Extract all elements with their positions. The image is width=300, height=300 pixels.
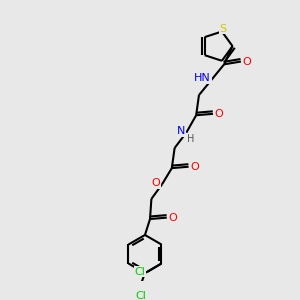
Text: O: O bbox=[152, 178, 160, 188]
Text: O: O bbox=[243, 56, 251, 67]
Text: Cl: Cl bbox=[134, 267, 145, 277]
Text: H: H bbox=[187, 134, 194, 144]
Text: Cl: Cl bbox=[135, 291, 146, 300]
Text: HN: HN bbox=[194, 73, 211, 83]
Text: O: O bbox=[190, 162, 199, 172]
Text: O: O bbox=[215, 109, 224, 119]
Text: N: N bbox=[177, 126, 185, 136]
Text: O: O bbox=[169, 213, 177, 223]
Text: S: S bbox=[220, 24, 227, 34]
